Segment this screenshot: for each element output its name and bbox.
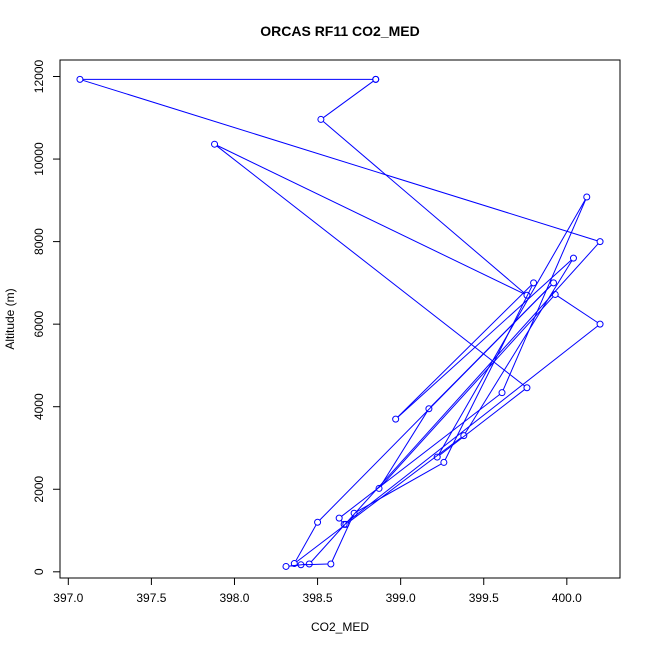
series-0-segment xyxy=(444,285,533,460)
x-axis-label: CO2_MED xyxy=(311,620,369,634)
data-point xyxy=(290,560,298,568)
y-tick-label: 12000 xyxy=(32,60,46,94)
data-point xyxy=(375,484,383,492)
series-0-segment xyxy=(380,411,428,487)
y-tick-label: 10000 xyxy=(32,142,46,176)
data-point xyxy=(583,193,591,201)
series-0-segment xyxy=(82,79,598,242)
x-tick-label: 397.5 xyxy=(136,591,166,605)
series-0-segment xyxy=(397,259,572,418)
series-0-segment xyxy=(438,199,586,455)
data-point xyxy=(76,75,84,83)
data-point xyxy=(211,140,219,148)
y-tick-label: 6000 xyxy=(32,310,46,337)
data-point xyxy=(327,560,335,568)
data-point xyxy=(425,405,433,413)
y-axis-label: Altitude (m) xyxy=(3,288,17,349)
data-point xyxy=(392,415,400,423)
series-0-segment xyxy=(323,80,374,119)
data-point xyxy=(530,279,538,287)
x-axis: 397.0 397.5 398.0 398.5 399.0 399.5 400.0 xyxy=(53,577,582,605)
series-0-segment xyxy=(502,199,587,391)
data-point xyxy=(372,75,380,83)
series-0-segment xyxy=(331,515,354,562)
y-axis: 0 2000 4000 6000 8000 10000 12000 xyxy=(32,60,61,575)
series-0-segment xyxy=(430,284,552,407)
data-point xyxy=(297,561,305,569)
x-tick-label: 397.0 xyxy=(53,591,83,605)
series-0-segment xyxy=(464,260,573,434)
series-0-segment xyxy=(397,284,532,418)
data-point xyxy=(282,562,290,570)
y-tick-label: 2000 xyxy=(32,476,46,503)
x-tick-label: 399.0 xyxy=(386,591,416,605)
series-0-segment xyxy=(346,325,599,523)
data-point xyxy=(498,389,506,397)
series-0-segment xyxy=(310,243,599,563)
data-point xyxy=(460,432,468,440)
series-0-segment xyxy=(296,525,344,563)
series-0-segment xyxy=(347,437,462,523)
series-0-segment xyxy=(216,145,525,387)
data-point xyxy=(335,514,343,522)
series-0-segment xyxy=(557,295,598,323)
series-layer xyxy=(76,75,604,570)
series-0-segment xyxy=(303,563,328,566)
series-0-segment xyxy=(380,296,554,487)
data-point xyxy=(350,509,358,517)
data-point xyxy=(523,291,531,299)
data-point xyxy=(523,384,531,392)
x-tick-label: 400.0 xyxy=(552,591,582,605)
data-point xyxy=(305,560,313,568)
x-tick-label: 398.5 xyxy=(303,591,333,605)
data-point xyxy=(440,458,448,466)
series-0-segment xyxy=(439,389,525,456)
y-tick-label: 4000 xyxy=(32,393,46,420)
data-point xyxy=(596,238,604,246)
series-0-segment xyxy=(322,121,525,294)
data-point xyxy=(551,290,559,298)
data-point xyxy=(314,518,322,526)
data-point xyxy=(550,279,558,287)
data-point xyxy=(596,320,604,328)
x-tick-label: 398.0 xyxy=(219,591,249,605)
x-tick-label: 399.5 xyxy=(469,591,499,605)
series-0-segment xyxy=(295,524,317,562)
data-point xyxy=(569,254,577,262)
data-point xyxy=(317,115,325,123)
series-0-segment xyxy=(217,145,525,295)
data-point xyxy=(433,453,441,461)
y-tick-label: 8000 xyxy=(32,228,46,255)
chart-title: ORCAS RF11 CO2_MED xyxy=(260,23,419,39)
y-tick-label: 0 xyxy=(32,568,46,575)
series-0-segment xyxy=(341,394,500,517)
data-point xyxy=(340,520,348,528)
